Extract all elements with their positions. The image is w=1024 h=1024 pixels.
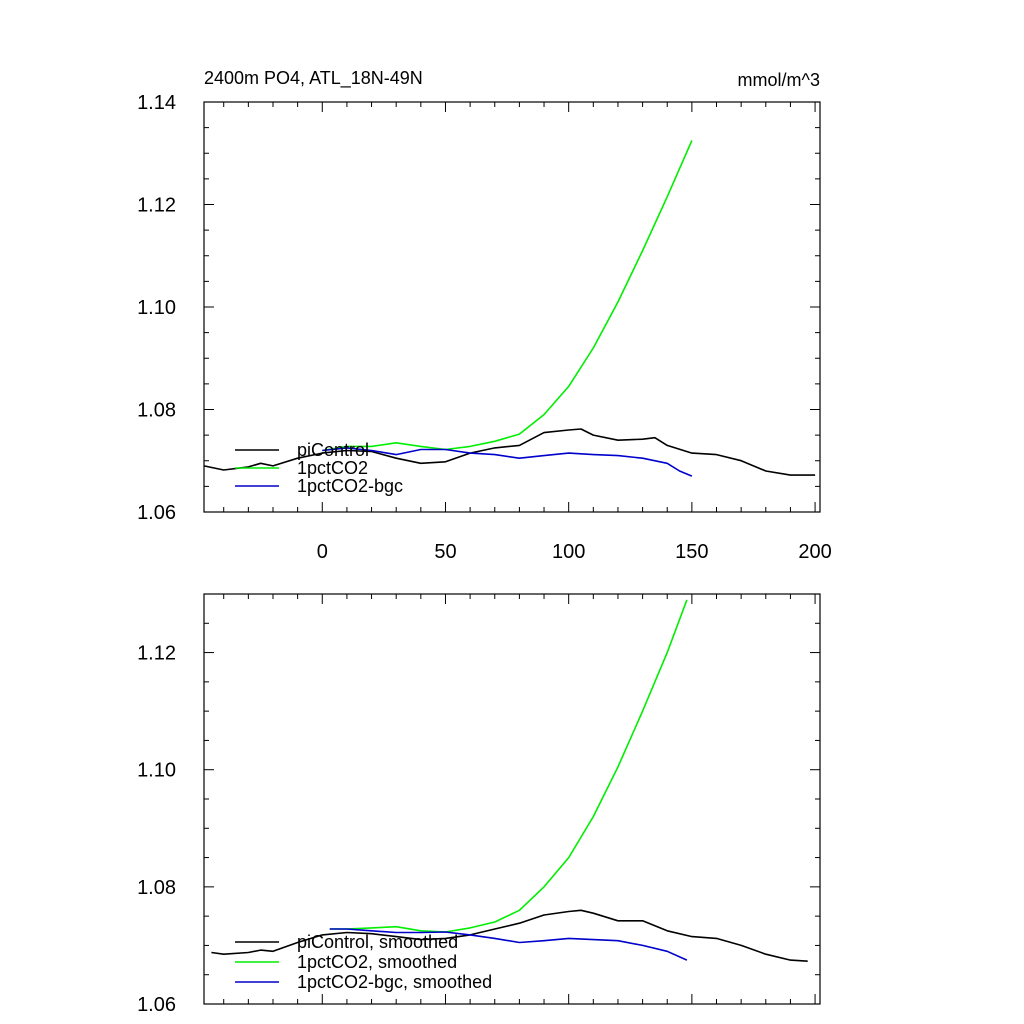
x-tick-label: 50 xyxy=(434,541,456,563)
series-line-1pctco2-smoothed xyxy=(329,599,688,933)
x-tick-label: 0 xyxy=(317,541,328,563)
series-line-picontrol-smoothed xyxy=(211,909,808,962)
legend-label: 1pctCO2 xyxy=(297,458,368,478)
series-line-picontrol xyxy=(203,428,816,476)
legend-label: 1pctCO2-bgc, smoothed xyxy=(297,972,492,992)
series-line-1pctco2-bgc xyxy=(322,447,693,477)
legend-label: piControl xyxy=(297,440,369,460)
y-tick-label: 1.10 xyxy=(137,297,176,319)
series-line-1pctco2-bgc-smoothed xyxy=(329,928,688,961)
chart-title: 2400m PO4, ATL_18N-49N xyxy=(204,68,423,89)
y-tick-label: 1.14 xyxy=(137,92,176,114)
y-tick-label: 1.10 xyxy=(137,760,176,782)
y-tick-label: 1.08 xyxy=(137,400,176,422)
y-tick-label: 1.06 xyxy=(137,502,176,524)
y-tick-label: 1.12 xyxy=(137,643,176,665)
x-tick-label: 100 xyxy=(552,541,585,563)
top-panel: 2400m PO4, ATL_18N-49N mmol/m^3 0 50 100 15… xyxy=(137,68,832,563)
series-line-1pctco2 xyxy=(322,140,693,452)
legend-label: 1pctCO2-bgc xyxy=(297,476,403,496)
units-label: mmol/m^3 xyxy=(738,70,820,90)
y-tick-label: 1.06 xyxy=(137,994,176,1016)
y-tick-label: 1.12 xyxy=(137,195,176,217)
top-plot-area: 0 50 100 150 200 1.06 1.08 1.10 1.12 1.14 piContro… xyxy=(137,92,832,563)
legend-label: 1pctCO2, smoothed xyxy=(297,952,457,972)
legend-label: piControl, smoothed xyxy=(297,932,458,952)
x-tick-label: 200 xyxy=(798,541,831,563)
y-tick-label: 1.08 xyxy=(137,877,176,899)
x-tick-label: 150 xyxy=(675,541,708,563)
